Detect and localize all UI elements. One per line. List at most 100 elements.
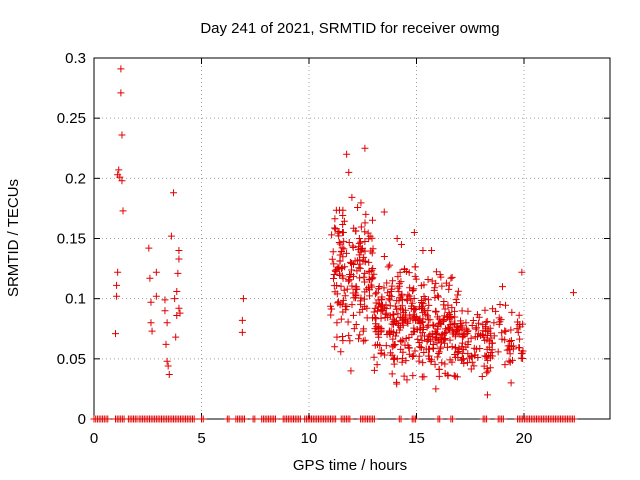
data-point	[331, 343, 339, 351]
data-point	[504, 342, 512, 350]
data-point	[336, 301, 344, 309]
data-point	[455, 344, 463, 352]
data-point	[451, 372, 459, 380]
data-point	[346, 258, 354, 266]
data-point	[468, 358, 476, 366]
data-point	[332, 206, 340, 214]
data-point	[388, 370, 396, 378]
data-point	[350, 325, 358, 333]
x-tick-label: 5	[197, 430, 205, 447]
data-point	[430, 322, 438, 330]
data-point	[458, 339, 466, 347]
data-point	[501, 327, 509, 335]
data-point	[381, 351, 389, 359]
data-point	[350, 272, 358, 280]
data-point	[421, 295, 429, 303]
x-tick-label: 20	[516, 430, 533, 447]
data-point	[499, 415, 507, 423]
data-point	[335, 228, 343, 236]
data-point	[419, 359, 427, 367]
data-point	[341, 292, 349, 300]
data-point	[435, 372, 443, 380]
data-point	[450, 372, 458, 380]
data-point	[385, 327, 393, 335]
data-point	[483, 415, 491, 423]
data-point	[363, 304, 371, 312]
data-point	[470, 344, 478, 352]
data-point	[175, 304, 183, 312]
data-point	[402, 357, 410, 365]
data-point	[328, 305, 336, 313]
data-point	[436, 345, 444, 353]
data-point	[471, 333, 479, 341]
data-point	[397, 415, 405, 423]
data-point	[459, 332, 467, 340]
data-point	[473, 324, 481, 332]
data-point	[436, 334, 444, 342]
data-point	[394, 284, 402, 292]
data-point	[519, 354, 527, 362]
data-point	[361, 228, 369, 236]
data-point	[147, 298, 155, 306]
data-point	[506, 350, 514, 358]
data-point	[375, 333, 383, 341]
data-point	[161, 296, 169, 304]
data-point	[173, 287, 181, 295]
data-point	[386, 349, 394, 357]
data-point	[343, 285, 351, 293]
data-point	[368, 234, 376, 242]
data-point	[401, 341, 409, 349]
y-tick-label: 0.25	[57, 110, 86, 127]
data-point	[365, 258, 373, 266]
data-point	[382, 342, 390, 350]
data-point	[486, 329, 494, 337]
data-point	[364, 229, 372, 237]
data-point	[331, 288, 339, 296]
data-point	[352, 320, 360, 328]
data-point	[410, 228, 418, 236]
data-point	[397, 345, 405, 353]
data-point	[519, 347, 527, 355]
data-point	[490, 319, 498, 327]
data-point	[425, 332, 433, 340]
data-point	[454, 287, 462, 295]
data-point	[396, 268, 404, 276]
data-point	[338, 264, 346, 272]
data-point	[409, 372, 417, 380]
data-point	[357, 199, 365, 207]
data-point	[327, 311, 335, 319]
data-point	[337, 315, 345, 323]
data-point	[328, 231, 336, 239]
data-point	[490, 332, 498, 340]
data-point	[369, 274, 377, 282]
data-point	[411, 347, 419, 355]
data-point	[340, 217, 348, 225]
data-point	[357, 246, 365, 254]
data-point	[371, 314, 379, 322]
data-point	[393, 380, 401, 388]
data-point	[360, 253, 368, 261]
data-point	[330, 282, 338, 290]
data-point	[570, 415, 578, 423]
data-point	[370, 415, 378, 423]
data-point	[507, 379, 515, 387]
y-tick-label: 0.05	[57, 351, 86, 368]
data-point	[334, 263, 342, 271]
data-point	[448, 304, 456, 312]
data-point	[469, 316, 477, 324]
data-point	[172, 333, 180, 341]
data-point	[506, 338, 514, 346]
data-point	[396, 313, 404, 321]
data-point	[167, 232, 175, 240]
data-point	[422, 345, 430, 353]
data-point	[416, 343, 424, 351]
data-point	[359, 327, 367, 335]
data-point	[146, 274, 154, 282]
data-point	[361, 219, 369, 227]
data-point	[412, 415, 420, 423]
data-point	[496, 300, 504, 308]
data-point	[415, 352, 423, 360]
data-point	[441, 305, 449, 313]
data-point	[394, 310, 402, 318]
data-point	[484, 356, 492, 364]
